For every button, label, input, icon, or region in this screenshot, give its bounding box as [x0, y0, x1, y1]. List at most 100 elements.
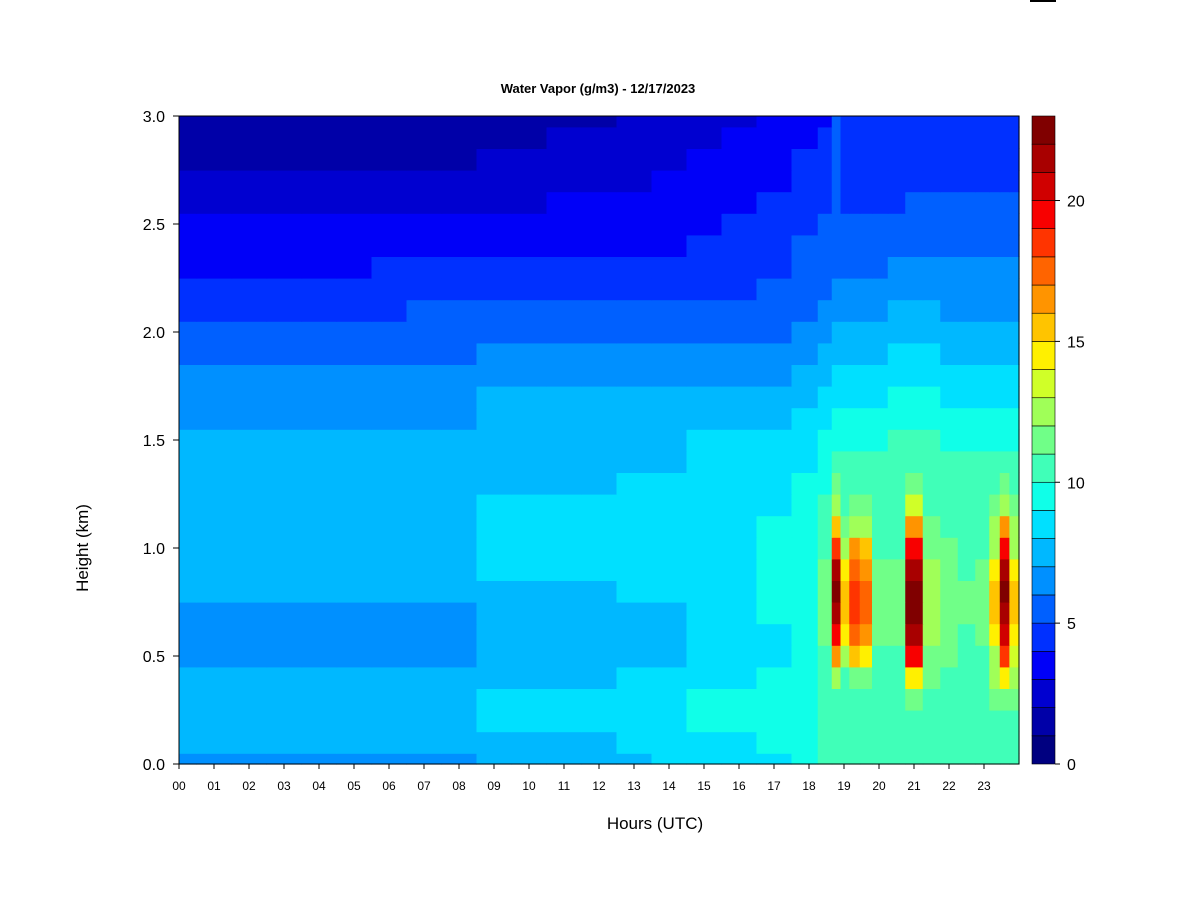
heatmap-cell — [371, 407, 408, 430]
heatmap-cell — [849, 148, 861, 171]
heatmap-cell — [791, 191, 819, 214]
heatmap-cell — [179, 494, 198, 517]
heatmap-cell — [975, 299, 990, 322]
heatmap-cell — [791, 580, 819, 603]
heatmap-cell — [231, 710, 268, 733]
heatmap-cell — [756, 494, 793, 517]
heatmap-cell — [196, 321, 233, 344]
heatmap-cell — [476, 645, 513, 668]
y-tick-label: 0.0 — [143, 757, 165, 774]
heatmap-cell — [266, 321, 303, 344]
heatmap-cell — [179, 429, 198, 452]
heatmap-cell — [922, 731, 941, 754]
heatmap-cell — [975, 126, 990, 149]
heatmap-cell — [301, 558, 338, 581]
heatmap-cell — [1009, 116, 1020, 128]
heatmap-cell — [791, 537, 819, 560]
heatmap-cell — [989, 213, 1001, 236]
heatmap-cell — [905, 386, 924, 409]
heatmap-cell — [476, 342, 513, 365]
heatmap-cell — [859, 342, 873, 365]
colorbar-tick-label: 15 — [1067, 334, 1085, 351]
heatmap-cell — [546, 213, 583, 236]
heatmap-cell — [336, 126, 373, 149]
heatmap-cell — [179, 731, 198, 754]
heatmap-cell — [301, 494, 338, 517]
heatmap-cell — [476, 256, 513, 279]
heatmap-cell — [616, 688, 653, 711]
heatmap-cell — [922, 386, 941, 409]
heatmap-cell — [849, 494, 861, 517]
heatmap-cell — [336, 515, 373, 538]
y-tick-label: 1.5 — [143, 433, 165, 450]
heatmap-cell — [231, 666, 268, 689]
heatmap-cell — [905, 602, 924, 625]
heatmap-cell — [616, 710, 653, 733]
heatmap-cell — [686, 386, 723, 409]
heatmap-cell — [179, 126, 198, 149]
heatmap-cell — [546, 126, 583, 149]
heatmap-cell — [231, 558, 268, 581]
heatmap-cell — [999, 494, 1010, 517]
heatmap-cell — [859, 494, 873, 517]
heatmap-cell — [686, 710, 723, 733]
heatmap-cell — [196, 407, 233, 430]
heatmap-cell — [817, 623, 833, 646]
heatmap-cell — [441, 710, 478, 733]
heatmap-cell — [831, 731, 842, 754]
heatmap-cell — [336, 753, 373, 765]
heatmap-cell — [406, 710, 443, 733]
heatmap-cell — [511, 450, 548, 473]
heatmap-cell — [581, 666, 618, 689]
heatmap-cell — [975, 342, 990, 365]
heatmap-cell — [546, 256, 583, 279]
heatmap-cell — [179, 342, 198, 365]
heatmap-cell — [196, 645, 233, 668]
colorbar-swatch — [1031, 200, 1056, 229]
heatmap-cell — [686, 494, 723, 517]
heatmap-cell — [371, 234, 408, 257]
heatmap-cell — [999, 623, 1010, 646]
heatmap-cell — [266, 580, 303, 603]
heatmap-cell — [831, 429, 842, 452]
heatmap-cell — [989, 558, 1001, 581]
heatmap-cell — [791, 386, 819, 409]
heatmap-cell — [476, 580, 513, 603]
colorbar-swatch — [1031, 453, 1056, 483]
heatmap-cell — [940, 342, 959, 365]
heatmap-cell — [989, 364, 1001, 387]
heatmap-cell — [1009, 537, 1020, 560]
heatmap-cell — [686, 116, 723, 128]
heatmap-cell — [406, 278, 443, 301]
heatmap-cell — [872, 645, 889, 668]
heatmap-cell — [1009, 710, 1020, 733]
heatmap-cell — [905, 191, 924, 214]
heatmap-cell — [756, 753, 793, 765]
heatmap-cell — [476, 472, 513, 495]
heatmap-cell — [406, 126, 443, 149]
heatmap-cell — [905, 666, 924, 689]
x-tick-label: 00 — [172, 779, 186, 793]
heatmap-cell — [721, 116, 758, 128]
heatmap-cell — [817, 710, 833, 733]
heatmap-cell — [849, 753, 861, 765]
heatmap-cell — [196, 623, 233, 646]
heatmap-cell — [999, 450, 1010, 473]
heatmap-cell — [231, 753, 268, 765]
heatmap-cell — [371, 278, 408, 301]
heatmap-cell — [817, 429, 833, 452]
heatmap-cell — [905, 148, 924, 171]
heatmap-cell — [476, 558, 513, 581]
heatmap-cell — [999, 558, 1010, 581]
heatmap-cell — [179, 472, 198, 495]
heatmap-cell — [266, 515, 303, 538]
heatmap-cell — [231, 126, 268, 149]
heatmap-cell — [791, 731, 819, 754]
heatmap-cell — [581, 753, 618, 765]
heatmap-cell — [371, 148, 408, 171]
heatmap-cell — [940, 429, 959, 452]
heatmap-cell — [196, 256, 233, 279]
heatmap-cell — [840, 537, 850, 560]
heatmap-cell — [196, 213, 233, 236]
heatmap-cell — [1009, 666, 1020, 689]
